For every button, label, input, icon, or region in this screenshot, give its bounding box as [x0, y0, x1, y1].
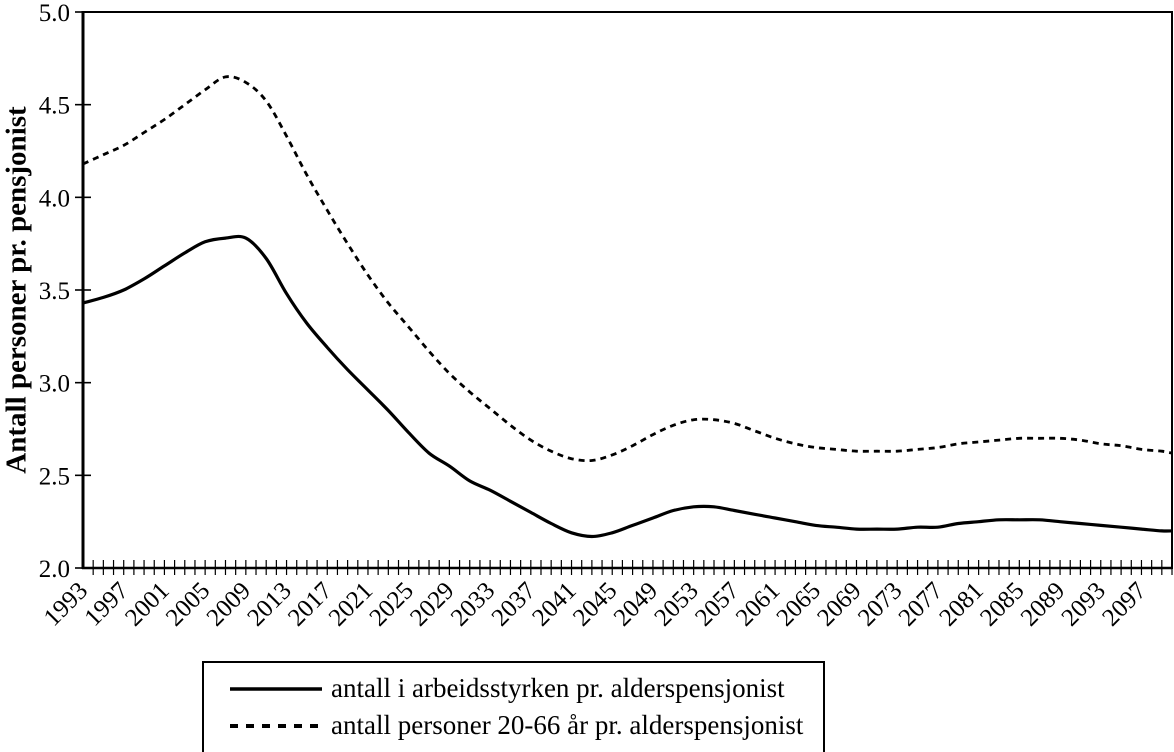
y-tick-label: 3.0	[39, 371, 70, 398]
solid-line-icon	[230, 686, 322, 691]
y-tick-label: 4.0	[39, 185, 70, 212]
x-tick-label: 2077	[894, 577, 948, 631]
y-tick-label: 2.0	[39, 556, 70, 583]
y-axis-title: Antall personer pr. pensjonist	[0, 106, 33, 474]
x-tick-label: 2041	[527, 577, 581, 631]
legend-label-age-20-66: antall personer 20-66 år pr. alderspensj…	[331, 710, 804, 740]
x-tick-label: 2065	[772, 577, 826, 631]
y-tick-label: 4.5	[39, 93, 70, 120]
x-tick-label: 2001	[120, 577, 174, 631]
x-tick-label: 2085	[975, 577, 1029, 631]
x-tick-label: 2057	[690, 577, 744, 631]
x-tick-label: 2081	[934, 577, 988, 631]
series-line-solid	[82, 234, 1173, 539]
x-tick-label: 2033	[446, 577, 500, 631]
x-tick-label: 2029	[405, 577, 459, 631]
dashed-line-icon	[230, 723, 322, 728]
legend-item-age-20-66: antall personer 20-66 år pr. alderspensj…	[228, 707, 803, 744]
y-tick-label: 3.5	[39, 278, 70, 305]
x-tick-label: 2089	[1016, 577, 1070, 631]
x-tick-label: 2009	[202, 577, 256, 631]
y-tick-label: 2.5	[39, 463, 70, 490]
x-tick-label: 1997	[80, 577, 134, 631]
x-tick-label: 2017	[283, 577, 337, 631]
legend-item-workforce: antall i arbeidsstyrken pr. alderspensjo…	[228, 670, 803, 707]
x-tick-label: 2005	[161, 577, 215, 631]
chart-legend: antall i arbeidsstyrken pr. alderspensjo…	[202, 661, 826, 752]
x-tick-label: 2097	[1097, 577, 1151, 631]
x-tick-label: 2037	[487, 577, 541, 631]
legend-label-workforce: antall i arbeidsstyrken pr. alderspensjo…	[331, 673, 785, 703]
x-tick-label: 2073	[853, 577, 907, 631]
x-tick-label: 2021	[324, 577, 378, 631]
x-tick-label: 2053	[649, 577, 703, 631]
chart-canvas: 2.0 2.5 3.0 3.5 4.0 4.5 5.0 1993199720012005200…	[39, 0, 1173, 632]
x-tick-label: 2013	[242, 577, 296, 631]
x-tick-label: 2061	[731, 577, 785, 631]
x-tick-label: 2049	[609, 577, 663, 631]
x-tick-label: 2069	[812, 577, 866, 631]
x-tick-label: 2025	[364, 577, 418, 631]
x-tick-label: 1993	[39, 577, 93, 631]
plot-frame	[82, 11, 1173, 569]
series-line-dashed	[82, 75, 1173, 463]
x-tick-label: 2045	[568, 577, 622, 631]
x-tick-label: 2093	[1057, 577, 1111, 631]
y-tick-label: 5.0	[39, 0, 70, 27]
